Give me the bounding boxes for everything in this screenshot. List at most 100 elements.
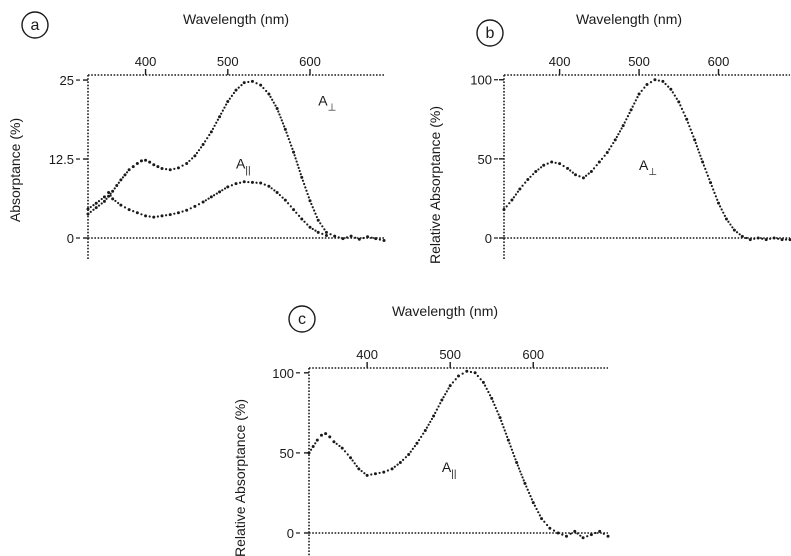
trace-dot: [287, 137, 290, 141]
trace-dot: [422, 432, 425, 435]
data-point: [234, 182, 238, 186]
data-point: [506, 438, 510, 442]
data-point: [275, 191, 279, 195]
trace-dot: [579, 534, 582, 537]
trace-dot: [411, 447, 414, 450]
trace-dot: [272, 101, 275, 104]
data-point: [135, 161, 139, 165]
trace-dot: [351, 459, 354, 462]
trace-dot: [700, 157, 703, 160]
trace-dot: [225, 103, 228, 106]
data-point: [86, 207, 90, 211]
trace-dot: [649, 81, 653, 84]
annotation-main: A: [442, 459, 452, 475]
chart-panel-c: c 400 500 600 Wavelength (nm) 0 50 100 Relative …: [232, 303, 610, 556]
trace-dot: [497, 413, 500, 416]
data-point: [510, 198, 514, 202]
trace-dot: [378, 238, 381, 241]
trace-dot: [221, 189, 224, 192]
curve-annotation: A⊥: [639, 157, 657, 178]
data-point: [661, 79, 665, 83]
data-point: [374, 237, 378, 241]
trace-dot: [281, 122, 285, 125]
trace-dot: [228, 97, 231, 100]
trace-dot: [195, 151, 199, 155]
trace-dot: [109, 194, 112, 197]
data-point: [209, 195, 213, 199]
data-point: [605, 151, 609, 155]
trace-dot: [114, 199, 117, 203]
trace-dot: [278, 193, 281, 197]
data-point: [701, 160, 705, 164]
trace-dot: [776, 237, 780, 240]
trace-dot: [716, 198, 719, 201]
trace-dot: [255, 181, 258, 184]
trace-dot: [285, 131, 288, 134]
trace-dot: [393, 465, 396, 468]
trace-dot: [623, 121, 626, 124]
trace-dot: [587, 172, 590, 175]
trace-dot: [512, 196, 516, 199]
trace-dot: [510, 448, 513, 451]
data-point: [457, 374, 460, 378]
trace-dot: [237, 86, 240, 89]
data-point: [685, 117, 689, 121]
panel-label-circle: [21, 11, 49, 39]
trace-dot: [704, 167, 707, 170]
trace-dot: [121, 176, 125, 179]
trace-dot: [297, 214, 301, 217]
trace-dot: [311, 227, 314, 231]
trace-dot: [608, 148, 611, 151]
trace-dot: [304, 186, 307, 189]
data-point: [333, 234, 337, 238]
trace-dot: [584, 174, 588, 177]
trace-dot: [314, 212, 317, 215]
trace-dot: [729, 223, 732, 226]
trace-dot: [628, 111, 631, 115]
trace-dot: [521, 184, 524, 187]
trace-dot: [675, 97, 678, 100]
trace-dot: [634, 99, 637, 102]
trace-dot: [530, 498, 533, 501]
trace-dot: [492, 400, 495, 403]
y-tick-label: 50: [280, 446, 294, 461]
data-point: [94, 201, 98, 205]
trace-dot: [132, 210, 135, 213]
trace-dot: [89, 210, 92, 213]
trace-dot: [311, 206, 314, 209]
trace-dot: [386, 469, 390, 472]
trace-dot: [223, 187, 227, 190]
data-point: [308, 199, 312, 203]
trace-dot: [165, 168, 168, 171]
data-point: [349, 456, 353, 460]
data-point: [307, 451, 311, 455]
trace-dot: [586, 535, 589, 538]
data-point: [267, 184, 271, 188]
trace-dot: [396, 463, 399, 466]
trace-dot: [283, 125, 286, 128]
trace-dot: [617, 133, 620, 136]
data-point: [139, 159, 143, 163]
trace-dot: [430, 417, 434, 421]
data-point: [250, 180, 254, 184]
chart-panel-b: b 400 500 600 Wavelength (nm) 0 50 100 Relative …: [427, 11, 791, 264]
data-point: [481, 380, 485, 384]
trace-dot: [321, 232, 324, 235]
data-point: [102, 195, 106, 199]
trace-dot: [337, 236, 340, 239]
trace-dot: [247, 80, 250, 84]
trace-dot: [404, 456, 407, 459]
data-point: [365, 473, 369, 477]
trace-dot: [509, 445, 512, 448]
trace-dot: [682, 111, 685, 114]
trace-dot: [696, 148, 700, 151]
data-point: [526, 177, 530, 181]
data-point: [332, 440, 336, 444]
data-point: [86, 212, 90, 216]
trace-dot: [355, 465, 358, 468]
trace-dot: [483, 384, 487, 387]
trace-dot: [769, 237, 772, 240]
trace-dot: [189, 207, 192, 210]
data-point: [740, 234, 744, 238]
trace-dot: [286, 134, 289, 137]
